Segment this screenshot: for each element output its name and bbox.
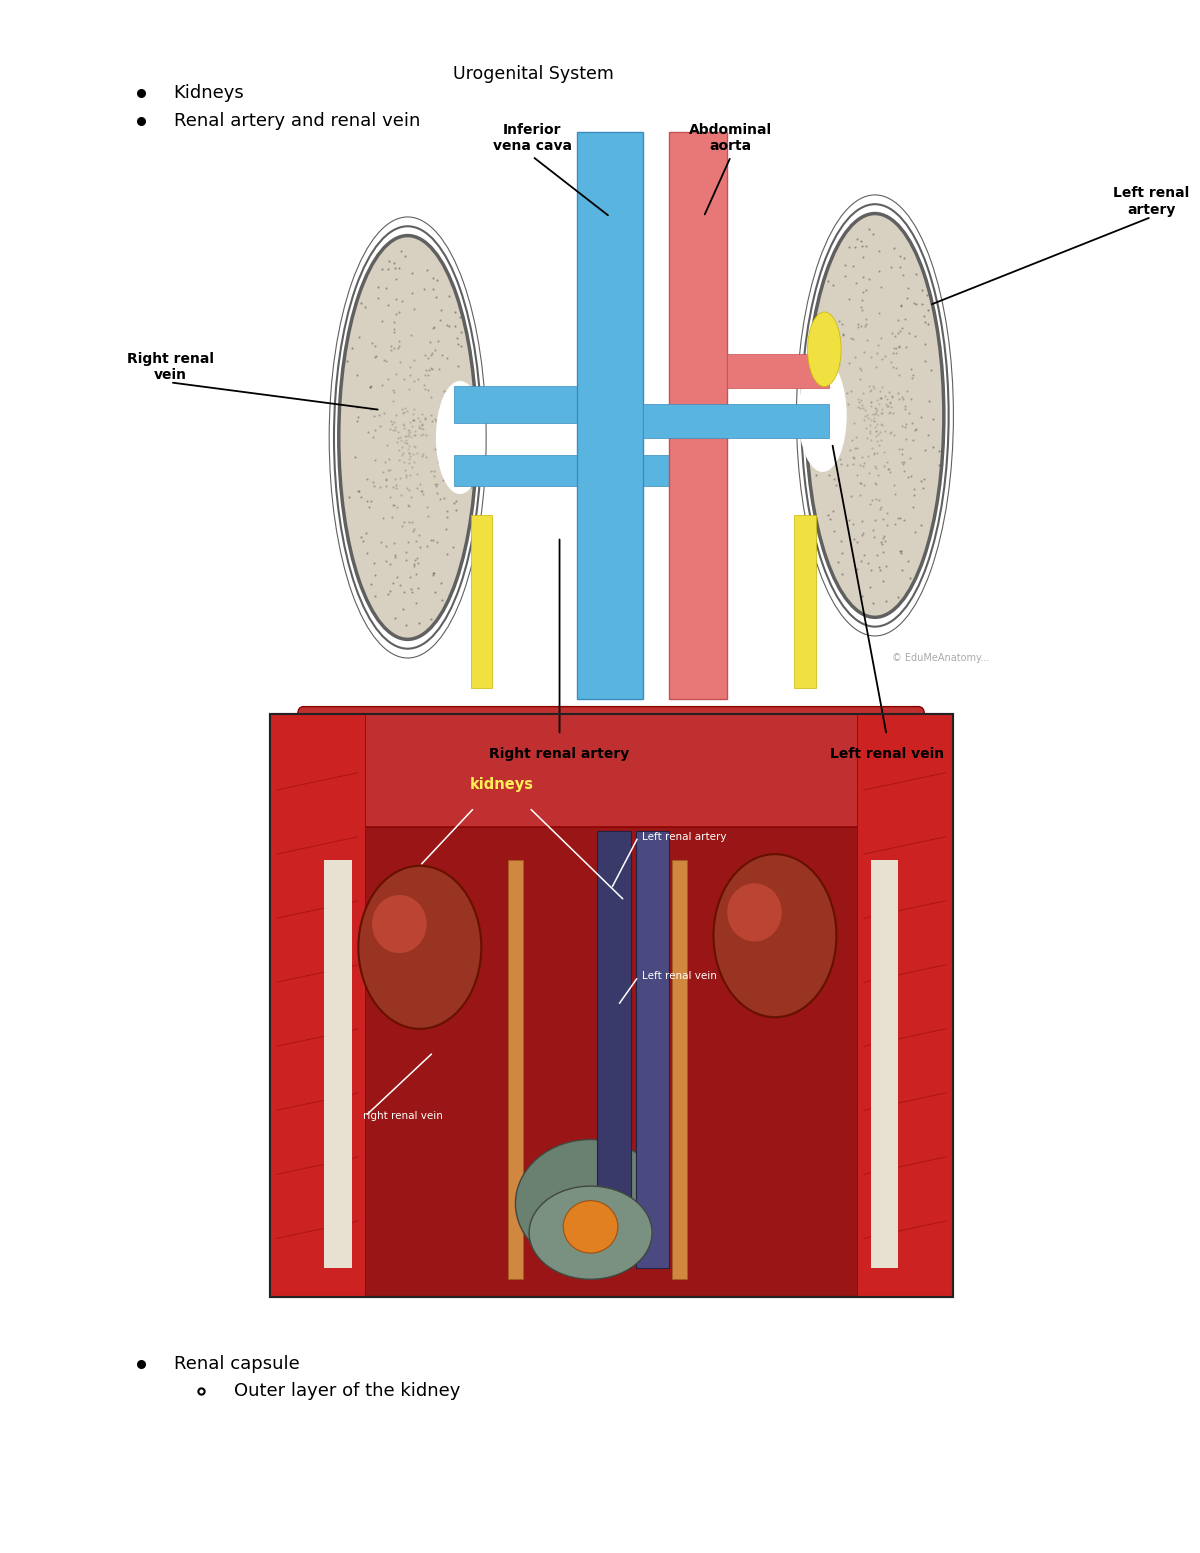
Ellipse shape — [798, 359, 847, 472]
FancyBboxPatch shape — [270, 714, 953, 1297]
Ellipse shape — [359, 865, 481, 1028]
Text: Left renal
artery: Left renal artery — [1114, 186, 1189, 216]
Text: Left renal vein: Left renal vein — [829, 747, 943, 761]
Ellipse shape — [806, 213, 944, 617]
FancyBboxPatch shape — [470, 514, 492, 688]
Text: Kidneys: Kidneys — [174, 84, 245, 102]
Text: Left renal vein: Left renal vein — [642, 972, 716, 981]
FancyBboxPatch shape — [324, 860, 352, 1267]
Ellipse shape — [372, 895, 427, 954]
Ellipse shape — [808, 312, 841, 387]
FancyBboxPatch shape — [727, 354, 828, 388]
FancyBboxPatch shape — [454, 385, 577, 422]
FancyBboxPatch shape — [298, 707, 924, 826]
Text: Left renal artery: Left renal artery — [642, 832, 726, 842]
Text: Renal capsule: Renal capsule — [174, 1354, 300, 1373]
FancyBboxPatch shape — [643, 404, 828, 438]
Text: Renal artery and renal vein: Renal artery and renal vein — [174, 112, 420, 130]
Text: Inferior
vena cava: Inferior vena cava — [493, 123, 571, 152]
FancyBboxPatch shape — [598, 831, 631, 1267]
FancyBboxPatch shape — [870, 860, 898, 1267]
Ellipse shape — [529, 1186, 652, 1280]
FancyBboxPatch shape — [636, 831, 670, 1267]
Text: right renal vein: right renal vein — [362, 1112, 443, 1121]
Ellipse shape — [338, 236, 476, 640]
Ellipse shape — [516, 1140, 666, 1267]
FancyBboxPatch shape — [794, 514, 816, 688]
Text: Right renal artery: Right renal artery — [490, 747, 630, 761]
Ellipse shape — [727, 884, 781, 941]
Ellipse shape — [436, 380, 484, 494]
FancyBboxPatch shape — [670, 132, 727, 699]
Text: Right renal
vein: Right renal vein — [127, 351, 214, 382]
FancyBboxPatch shape — [577, 132, 643, 699]
Text: Urogenital System: Urogenital System — [452, 65, 613, 84]
Text: kidneys: kidneys — [469, 776, 534, 792]
FancyBboxPatch shape — [857, 714, 953, 1297]
FancyBboxPatch shape — [672, 860, 686, 1280]
FancyBboxPatch shape — [454, 455, 670, 486]
Text: Abdominal
aorta: Abdominal aorta — [689, 123, 773, 152]
FancyBboxPatch shape — [509, 860, 523, 1280]
Ellipse shape — [714, 854, 836, 1017]
Text: © EduMeAnatomy...: © EduMeAnatomy... — [893, 652, 990, 663]
Ellipse shape — [563, 1200, 618, 1253]
Text: Outer layer of the kidney: Outer layer of the kidney — [234, 1382, 460, 1401]
FancyBboxPatch shape — [270, 714, 365, 1297]
